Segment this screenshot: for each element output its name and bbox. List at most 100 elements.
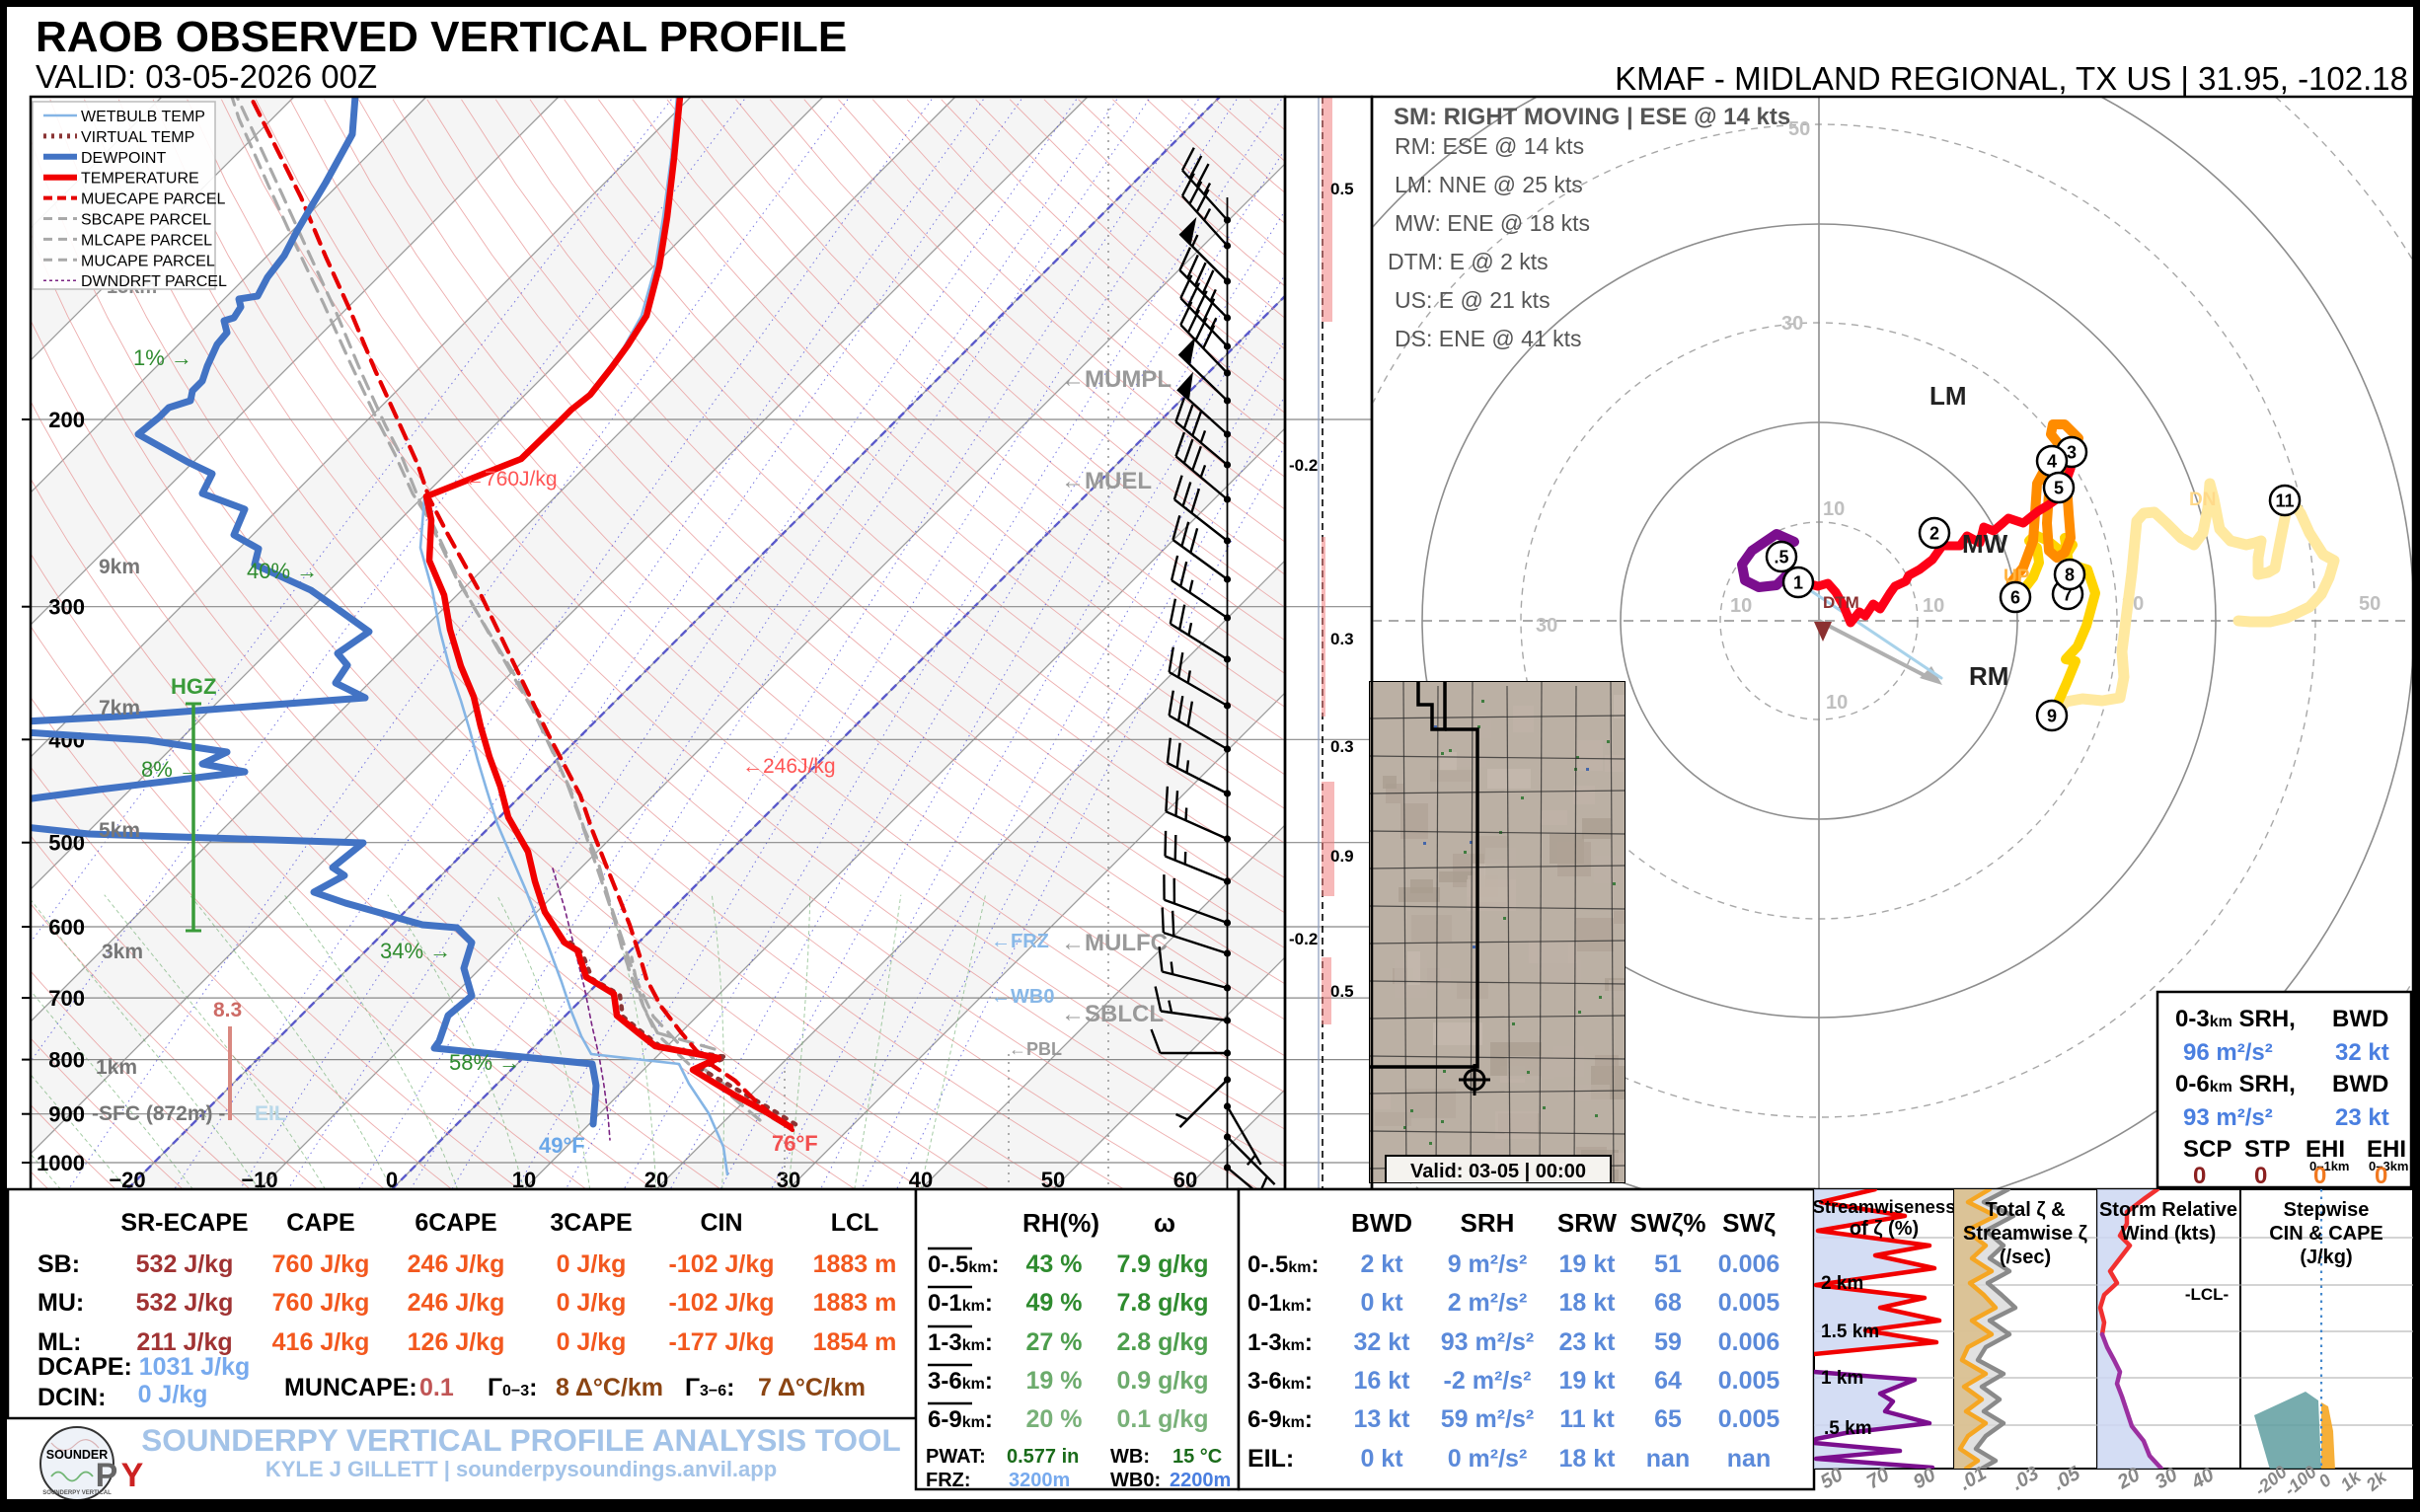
svg-text:CIN & CAPE: CIN & CAPE <box>2269 1223 2383 1245</box>
svg-text:Total ζ &: Total ζ & <box>1985 1199 2065 1221</box>
svg-text:0.3: 0.3 <box>1330 630 1354 648</box>
svg-text:MUECAPE PARCEL: MUECAPE PARCEL <box>81 191 226 208</box>
svg-text:SOUNDER: SOUNDER <box>46 1448 109 1462</box>
svg-text:WB:: WB: <box>1110 1446 1150 1468</box>
svg-text:BWD: BWD <box>1351 1208 1412 1238</box>
svg-text:-102 J/kg: -102 J/kg <box>668 1250 774 1278</box>
svg-text:51: 51 <box>1654 1250 1682 1278</box>
svg-text:9: 9 <box>2047 707 2057 726</box>
svg-text:246 J/kg: 246 J/kg <box>408 1289 505 1317</box>
svg-text:0.1: 0.1 <box>419 1374 454 1401</box>
svg-text:SM: RIGHT MOVING | ESE @ 14 kt: SM: RIGHT MOVING | ESE @ 14 kts <box>1394 104 1790 130</box>
svg-text:0–3km: 0–3km <box>2369 1159 2408 1173</box>
svg-text:5km: 5km <box>99 819 140 842</box>
svg-text:11: 11 <box>2275 491 2294 511</box>
svg-text:800: 800 <box>48 1048 85 1073</box>
svg-text:10: 10 <box>1823 498 1845 520</box>
svg-text:0.9 g/kg: 0.9 g/kg <box>1116 1367 1208 1395</box>
svg-text:0.5: 0.5 <box>1330 982 1354 1001</box>
svg-text:SOUNDERPY VERTICAL: SOUNDERPY VERTICAL <box>42 1490 112 1496</box>
svg-text:-0.2: -0.2 <box>1289 930 1318 948</box>
svg-text:DWNDRFT PARCEL: DWNDRFT PARCEL <box>81 273 227 290</box>
svg-text:PWAT:: PWAT: <box>926 1446 986 1468</box>
svg-text:ML:: ML: <box>38 1328 81 1356</box>
svg-text:2: 2 <box>1929 524 1939 544</box>
svg-text:KYLE J GILLETT | sounderpysoun: KYLE J GILLETT | sounderpysoundings.anvi… <box>265 1457 777 1481</box>
svg-text:0 m²/s²: 0 m²/s² <box>1448 1445 1528 1473</box>
svg-text:0 J/kg: 0 J/kg <box>557 1250 627 1278</box>
svg-text:0 kt: 0 kt <box>1360 1289 1403 1317</box>
svg-text:0.005: 0.005 <box>1718 1405 1780 1433</box>
svg-text:BWD: BWD <box>2332 1071 2388 1097</box>
svg-text:0.1 g/kg: 0.1 g/kg <box>1116 1405 1208 1433</box>
svg-text:nan: nan <box>1727 1445 1771 1473</box>
svg-text:23 kt: 23 kt <box>1559 1328 1617 1356</box>
svg-text:68: 68 <box>1654 1289 1682 1317</box>
svg-text:EIL:: EIL: <box>1248 1445 1294 1473</box>
svg-text:US: E @ 21 kts: US: E @ 21 kts <box>1395 287 1550 313</box>
svg-text:STP: STP <box>2244 1136 2291 1163</box>
svg-text:15 °C: 15 °C <box>1172 1446 1222 1468</box>
svg-text:2 kt: 2 kt <box>1360 1250 1403 1278</box>
svg-text:0.006: 0.006 <box>1718 1328 1780 1356</box>
svg-text:MLCAPE PARCEL: MLCAPE PARCEL <box>81 232 212 249</box>
svg-text:MUNCAPE:: MUNCAPE: <box>284 1374 417 1401</box>
svg-text:0–1km: 0–1km <box>2309 1159 2349 1173</box>
svg-text:23 kt: 23 kt <box>2335 1104 2389 1131</box>
svg-text:18 kt: 18 kt <box>1559 1445 1617 1473</box>
svg-text:FRZ:: FRZ: <box>926 1470 971 1491</box>
svg-text:10: 10 <box>1730 595 1752 617</box>
svg-text:3km: 3km <box>102 941 143 963</box>
svg-text:64: 64 <box>1654 1367 1682 1395</box>
svg-text:RM: ESE @ 14 kts: RM: ESE @ 14 kts <box>1395 133 1584 159</box>
svg-text:1% →: 1% → <box>133 345 192 370</box>
svg-text:11 kt: 11 kt <box>1559 1405 1615 1433</box>
svg-text:49°F: 49°F <box>539 1133 585 1158</box>
svg-text:EHI: EHI <box>2306 1136 2345 1163</box>
svg-text:2200m: 2200m <box>1170 1470 1231 1491</box>
svg-text:2 km: 2 km <box>1821 1273 1863 1294</box>
svg-text:DEWPOINT: DEWPOINT <box>81 150 166 167</box>
svg-text:96 m²/s²: 96 m²/s² <box>2183 1039 2273 1066</box>
svg-text:30: 30 <box>1781 313 1803 335</box>
svg-text:-SFC (872m) -: -SFC (872m) - <box>92 1102 225 1125</box>
svg-text:7km: 7km <box>99 697 140 719</box>
svg-text:532 J/kg: 532 J/kg <box>136 1250 234 1278</box>
svg-text:10: 10 <box>1826 692 1848 714</box>
svg-text:EHI: EHI <box>2367 1136 2406 1163</box>
svg-text:1-3km:: 1-3km: <box>1248 1329 1313 1356</box>
svg-text:1854 m: 1854 m <box>813 1328 897 1356</box>
svg-text:43 %: 43 % <box>1026 1250 1083 1278</box>
svg-text:900: 900 <box>48 1102 85 1127</box>
svg-text:416 J/kg: 416 J/kg <box>272 1328 370 1356</box>
svg-text:7: 7 <box>2063 585 2073 605</box>
svg-text:(/sec): (/sec) <box>2000 1247 2051 1268</box>
svg-text:SWζ%: SWζ% <box>1630 1208 1706 1238</box>
svg-text:0.5: 0.5 <box>1330 180 1354 198</box>
svg-text:1km: 1km <box>96 1056 137 1079</box>
svg-text:←MUEL: ←MUEL <box>1061 468 1152 494</box>
svg-text:Storm Relative: Storm Relative <box>2099 1199 2237 1221</box>
svg-text:18 kt: 18 kt <box>1559 1289 1617 1317</box>
svg-text:0: 0 <box>2254 1163 2267 1189</box>
svg-text:58% →: 58% → <box>449 1050 520 1075</box>
svg-text:211 J/kg: 211 J/kg <box>136 1328 232 1356</box>
svg-text:40% →: 40% → <box>247 559 318 583</box>
svg-text:SR-ECAPE: SR-ECAPE <box>120 1209 248 1237</box>
svg-text:-0.2: -0.2 <box>1289 456 1318 475</box>
svg-text:Streamwiseness: Streamwiseness <box>1812 1196 1955 1217</box>
svg-text:50: 50 <box>1788 118 1810 140</box>
svg-text:LCL: LCL <box>831 1209 879 1237</box>
svg-text:0: 0 <box>2193 1163 2206 1189</box>
svg-text:1000: 1000 <box>37 1151 85 1175</box>
svg-text:Stepwise: Stepwise <box>2284 1199 2370 1221</box>
svg-text:0.577 in: 0.577 in <box>1007 1446 1079 1468</box>
svg-text:6: 6 <box>2010 588 2020 608</box>
svg-text:9km: 9km <box>99 556 140 578</box>
svg-text:76°F: 76°F <box>772 1131 818 1156</box>
svg-text:3CAPE: 3CAPE <box>550 1209 632 1237</box>
svg-text:SCP: SCP <box>2183 1136 2231 1163</box>
svg-text:BWD: BWD <box>2332 1006 2388 1032</box>
svg-text:0-6km SRH,: 0-6km SRH, <box>2175 1071 2296 1097</box>
svg-text:1 km: 1 km <box>1821 1368 1863 1389</box>
